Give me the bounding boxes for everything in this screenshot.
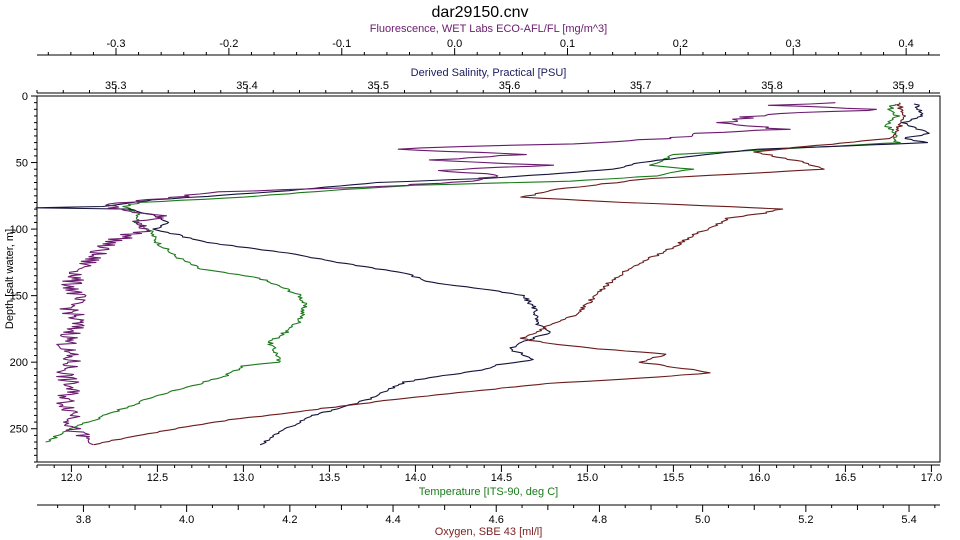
axes-layer: 0 50 100 150 200 250 -0.3 -0.2 -0.1 0.0 0.1 0.2 0.3 0… — [10, 23, 942, 538]
x-tick-label-fluorescence: 0.3 — [786, 38, 801, 50]
x-tick-label-temperature: 16.0 — [749, 472, 770, 484]
series-temperature-line — [45, 103, 901, 443]
x-tick-label-oxygen: 4.6 — [489, 514, 504, 526]
x-axis-label-oxygen: Oxygen, SBE 43 [ml/l] — [435, 526, 543, 538]
x-tick-label-oxygen: 4.8 — [592, 514, 607, 526]
x-tick-label-salinity: 35.5 — [368, 80, 389, 92]
x-axis-salinity: 35.3 35.4 35.5 35.6 35.7 35.8 35.9 Derived Sali… — [36, 67, 940, 94]
x-axis-label-temperature: Temperature [ITS-90, deg C] — [419, 486, 558, 498]
x-tick-label-oxygen: 4.4 — [385, 514, 400, 526]
chart-title: dar29150.cnv — [432, 4, 529, 21]
x-tick-label-temperature: 12.0 — [61, 472, 82, 484]
x-tick-label-salinity: 35.4 — [236, 80, 257, 92]
x-tick-label-salinity: 35.9 — [893, 80, 914, 92]
x-tick-label-oxygen: 5.0 — [695, 514, 710, 526]
y-tick-label: 0 — [22, 91, 28, 103]
x-tick-label-oxygen: 3.8 — [76, 514, 91, 526]
x-tick-label-salinity: 35.6 — [499, 80, 520, 92]
x-tick-label-temperature: 15.0 — [577, 472, 598, 484]
y-axis-label: Depth [salt water, m] — [4, 229, 16, 329]
y-tick-label: 100 — [10, 224, 28, 236]
x-tick-label-fluorescence: -0.3 — [107, 38, 126, 50]
series-fluorescence-line — [56, 102, 877, 446]
series-oxygen-line — [93, 102, 907, 446]
x-axis-fluorescence: -0.3 -0.2 -0.1 0.0 0.1 0.2 0.3 0.4 Fluorescence,… — [37, 23, 940, 56]
x-tick-label-fluorescence: 0.1 — [560, 38, 575, 50]
x-tick-label-oxygen: 5.2 — [798, 514, 813, 526]
x-axis-label-salinity: Derived Salinity, Practical [PSU] — [411, 67, 567, 79]
x-axis-oxygen: 3.8 4.0 4.2 4.4 4.6 4.8 5.0 5.2 5.4 Oxygen, SBE 4… — [37, 504, 940, 538]
x-tick-label-oxygen: 4.2 — [282, 514, 297, 526]
series-layer — [35, 102, 930, 446]
x-tick-label-oxygen: 5.4 — [901, 514, 916, 526]
x-tick-label-temperature: 16.5 — [835, 472, 856, 484]
x-tick-label-fluorescence: 0.4 — [898, 38, 913, 50]
series-salinity-line — [35, 103, 930, 446]
plot-area — [36, 95, 941, 463]
x-tick-label-temperature: 14.5 — [491, 472, 512, 484]
x-tick-label-temperature: 14.0 — [405, 472, 426, 484]
x-tick-label-salinity: 35.3 — [105, 80, 126, 92]
x-tick-label-fluorescence: 0.0 — [447, 38, 462, 50]
x-tick-label-temperature: 12.5 — [147, 472, 168, 484]
y-tick-label: 250 — [10, 424, 28, 436]
x-axis-temperature: 12.0 12.5 13.0 13.5 14.0 14.5 15.0 15.5 16.0 16.5… — [36, 464, 942, 498]
x-tick-label-salinity: 35.8 — [761, 80, 782, 92]
x-tick-label-temperature: 13.0 — [233, 472, 254, 484]
x-tick-label-temperature: 15.5 — [663, 472, 684, 484]
x-tick-label-fluorescence: -0.1 — [332, 38, 351, 50]
y-tick-label: 50 — [16, 158, 28, 170]
y-tick-label: 150 — [10, 291, 28, 303]
x-tick-label-temperature: 17.0 — [921, 472, 942, 484]
x-tick-label-temperature: 13.5 — [319, 472, 340, 484]
x-tick-label-oxygen: 4.0 — [179, 514, 194, 526]
x-tick-label-fluorescence: -0.2 — [219, 38, 238, 50]
x-tick-label-salinity: 35.7 — [630, 80, 651, 92]
x-tick-label-fluorescence: 0.2 — [673, 38, 688, 50]
x-axis-label-fluorescence: Fluorescence, WET Labs ECO-AFL/FL [mg/m^… — [370, 23, 607, 35]
y-tick-label: 200 — [10, 357, 28, 369]
